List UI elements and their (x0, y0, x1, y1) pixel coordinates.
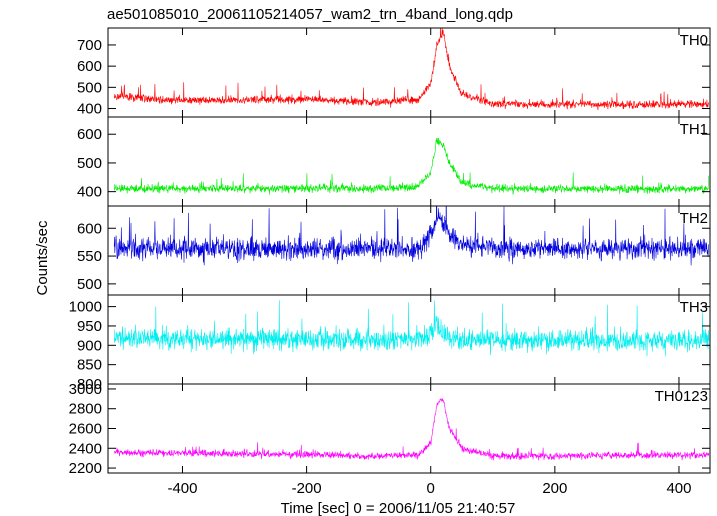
y-tick-label-th3-950: 950 (77, 318, 102, 335)
panel-frame-th0123 (107, 383, 711, 474)
panel-label-th0: TH0 (680, 32, 708, 49)
x-tick-label-0: 0 (427, 480, 435, 497)
series-line-th3 (113, 300, 710, 357)
y-tick-label-th2-500: 500 (77, 276, 102, 293)
x-tick-label--400: -400 (167, 480, 197, 497)
y-tick-label-th0-700: 700 (77, 37, 102, 54)
y-tick-label-th1-600: 600 (77, 126, 102, 143)
x-axis-title: Time [sec] 0 = 2006/11/05 21:40:57 (281, 500, 516, 516)
panel-th1: 400 500 600 TH1 (77, 116, 711, 207)
panel-th0123: 2200 2400 2600 2800 3000 TH0123 (69, 381, 711, 477)
chart-title: ae501085010_20061105214057_wam2_trn_4ban… (107, 6, 513, 23)
y-tick-label-th3-800: 800 (77, 376, 102, 393)
x-tick-label-400: 400 (666, 480, 691, 497)
series-line-th2 (113, 206, 710, 266)
y-tick-label-th0123-2800: 2800 (69, 401, 102, 418)
y-tick-label-th2-550: 550 (77, 248, 102, 265)
y-tick-label-th0123-2600: 2600 (69, 421, 102, 438)
series-line-th0123 (113, 398, 710, 461)
panel-label-th2: TH2 (680, 210, 708, 227)
y-tick-label-th0123-2400: 2400 (69, 440, 102, 457)
y-tick-label-th0-600: 600 (77, 58, 102, 75)
y-tick-label-th2-600: 600 (77, 220, 102, 237)
panel-frame-th0 (107, 27, 711, 118)
x-tick-label-200: 200 (542, 480, 567, 497)
y-tick-label-th0123-3000: 3000 (69, 381, 102, 398)
panels: 400 500 600 700 TH0 400 500 600 TH1 500 550 600 TH2 8… (69, 27, 711, 497)
y-axis-title: Counts/sec (34, 220, 51, 296)
panel-label-th0123: TH0123 (655, 388, 708, 405)
y-tick-label-th1-400: 400 (77, 184, 102, 201)
panel-th0: 400 500 600 700 TH0 (77, 27, 711, 118)
y-tick-label-th3-850: 850 (77, 357, 102, 374)
panel-th3: 800 850 900 950 1000 TH3 (69, 294, 711, 393)
panel-label-th1: TH1 (680, 121, 708, 138)
y-tick-label-th3-900: 900 (77, 337, 102, 354)
y-tick-label-th3-1000: 1000 (69, 299, 102, 316)
panel-label-th3: TH3 (680, 299, 708, 316)
panel-th2: 500 550 600 TH2 (77, 205, 711, 296)
y-tick-label-th0-500: 500 (77, 79, 102, 96)
x-tick-label--200: -200 (292, 480, 322, 497)
series-line-th0 (113, 28, 710, 111)
y-tick-label-th0-400: 400 (77, 101, 102, 118)
y-tick-label-th1-500: 500 (77, 155, 102, 172)
series-line-th1 (113, 137, 710, 195)
y-tick-label-th0123-2200: 2200 (69, 460, 102, 477)
